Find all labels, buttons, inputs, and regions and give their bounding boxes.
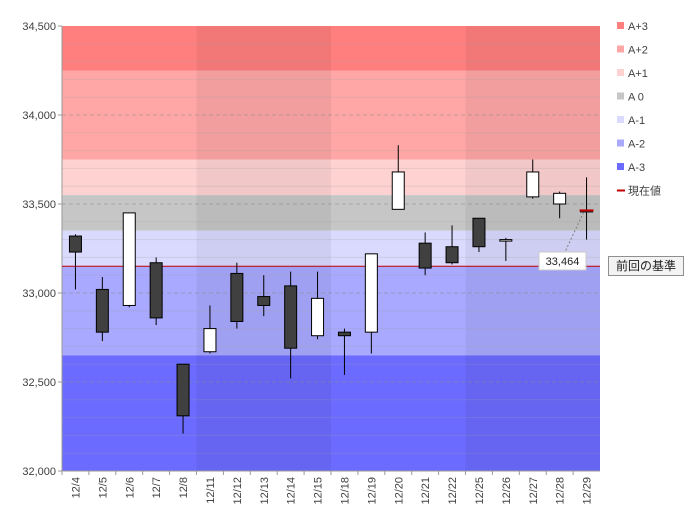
- week-shade: [196, 26, 331, 471]
- legend-swatch: [617, 92, 624, 100]
- candle-body: [230, 272, 244, 322]
- x-tick-label: 12/21: [420, 477, 432, 505]
- x-tick-label: 12/13: [259, 477, 271, 505]
- candle-body: [95, 288, 109, 333]
- legend-label: A+2: [628, 45, 648, 57]
- legend-label: A+1: [628, 68, 648, 80]
- candle-body: [149, 262, 163, 319]
- candle-body: [284, 285, 298, 349]
- candle-body: [337, 331, 351, 337]
- x-tick-label: 12/8: [178, 477, 190, 498]
- candle-body: [122, 212, 136, 306]
- candle-body: [257, 296, 271, 306]
- candle-body: [391, 171, 405, 210]
- x-tick-label: 12/15: [313, 477, 325, 505]
- band-a+3: [62, 26, 600, 71]
- x-tick-label: 12/11: [205, 477, 217, 504]
- legend-label: A 0: [628, 92, 644, 104]
- legend-label: A-2: [628, 139, 645, 151]
- x-tick-label: 12/29: [582, 477, 594, 505]
- x-tick-label: 12/5: [97, 477, 109, 498]
- candle-body: [364, 253, 378, 333]
- candle-body: [499, 239, 513, 242]
- previous-basis-note: 前回の基準: [608, 256, 684, 276]
- x-tick-label: 12/25: [474, 477, 486, 505]
- band-a0: [62, 195, 600, 231]
- x-tick-label: 12/28: [555, 477, 567, 505]
- x-tick-label: 12/12: [232, 477, 244, 505]
- y-tick-label: 33,000: [22, 288, 56, 300]
- candle-body: [176, 363, 190, 417]
- y-tick-label: 34,500: [22, 21, 56, 33]
- candle-body: [472, 217, 486, 248]
- legend-label: A-1: [628, 115, 645, 127]
- y-tick-label: 34,000: [22, 110, 56, 122]
- x-tick-label: 12/20: [393, 477, 405, 505]
- x-tick-label: 12/27: [528, 477, 540, 505]
- legend-label: A-3: [628, 162, 645, 174]
- x-tick-label: 12/14: [286, 477, 298, 505]
- x-tick-label: 12/18: [339, 477, 351, 505]
- candle-body: [68, 235, 82, 253]
- legend-swatch: [617, 69, 624, 76]
- candle-body: [311, 297, 325, 337]
- candle-body: [526, 171, 540, 198]
- legend-swatch: [617, 139, 624, 147]
- x-tick-label: 12/4: [70, 477, 82, 498]
- legend-swatch: [617, 163, 624, 170]
- x-tick-label: 12/22: [447, 477, 459, 505]
- legend-swatch: [617, 45, 624, 53]
- legend-label: 現在値: [628, 185, 661, 198]
- x-tick-label: 12/7: [151, 477, 163, 498]
- band-a-1: [62, 230, 600, 267]
- x-tick-label: 12/26: [501, 477, 513, 505]
- legend-swatch: [617, 22, 624, 29]
- candle-body: [203, 328, 217, 353]
- legend-swatch: [617, 116, 624, 123]
- y-tick-label: 33,500: [22, 199, 56, 211]
- y-tick-label: 32,500: [22, 377, 56, 389]
- current-value-callout: [538, 251, 587, 271]
- x-tick-label: 12/19: [366, 477, 378, 505]
- current-value-label: 33,464: [546, 256, 580, 268]
- y-tick-label: 32,000: [22, 466, 56, 478]
- week-shade: [465, 26, 600, 471]
- candle-body: [418, 242, 432, 269]
- legend-label: A+3: [628, 21, 648, 33]
- candle-body: [445, 246, 459, 264]
- band-a+1: [62, 159, 600, 196]
- band-a-3: [62, 355, 600, 471]
- candle-body: [553, 192, 567, 205]
- x-tick-label: 12/6: [124, 477, 136, 498]
